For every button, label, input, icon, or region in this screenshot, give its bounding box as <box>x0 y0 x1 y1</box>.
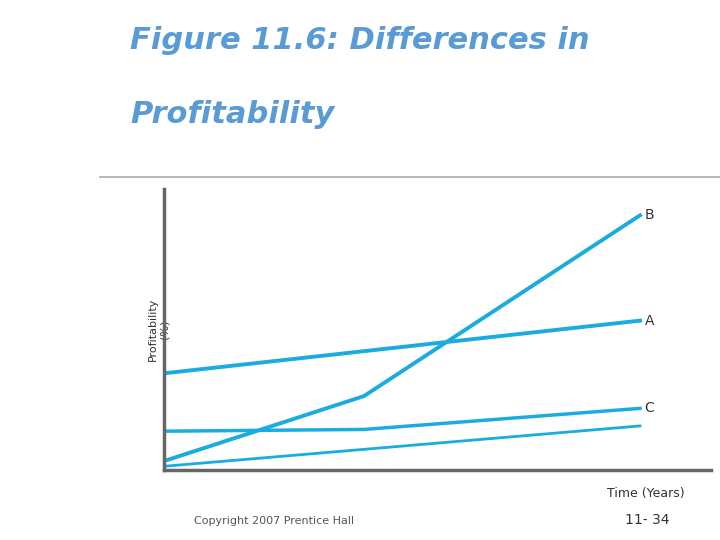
Y-axis label: Profitability
(%): Profitability (%) <box>148 298 169 361</box>
Text: Figure 11.6: Differences in: Figure 11.6: Differences in <box>130 26 590 55</box>
X-axis label: Time (Years): Time (Years) <box>607 487 685 500</box>
Text: A: A <box>644 314 654 328</box>
Text: 11- 34: 11- 34 <box>625 512 670 526</box>
Text: Profitability: Profitability <box>130 100 335 129</box>
Text: B: B <box>644 208 654 222</box>
Text: Copyright 2007 Prentice Hall: Copyright 2007 Prentice Hall <box>194 516 354 526</box>
Text: C: C <box>644 401 654 415</box>
